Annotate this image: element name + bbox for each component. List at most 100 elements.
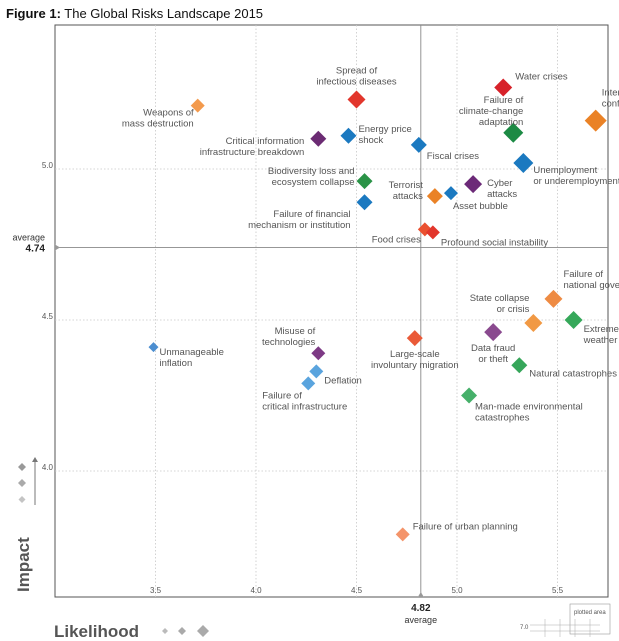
x-tick-label: 4.5: [351, 586, 363, 595]
grid-layer: [54, 24, 609, 598]
risk-point-label-line: Food crises: [372, 234, 421, 245]
risk-point-label: Energy price shock: [358, 124, 411, 146]
x-tick-label: 5.0: [451, 586, 463, 595]
likelihood-average-marker-icon: [417, 592, 424, 597]
risk-point-marker: [524, 314, 543, 333]
risk-point-label: Unmanageable inflation: [159, 347, 223, 369]
likelihood-scale-medium-icon: [178, 627, 186, 635]
y-tick-label: 4.0: [42, 463, 54, 472]
risk-point-label-line: national governance: [563, 280, 619, 291]
risk-point-marker: [406, 330, 423, 347]
impact-average-value: 4.74: [26, 244, 46, 255]
risk-point-label-line: Failure of urban planning: [413, 521, 518, 532]
risk-point-marker: [464, 175, 483, 194]
risk-point-label-line: or crisis: [497, 304, 530, 315]
risk-point-label: Spread of infectious diseases: [316, 66, 397, 88]
risk-point-label-line: inflation: [159, 358, 192, 369]
risk-point-marker: [484, 323, 503, 342]
risk-point-label: Man-made environmental catastrophes: [475, 402, 583, 424]
risk-point-label-line: conflict: [602, 99, 619, 110]
risk-point-label-line: Energy price: [358, 124, 411, 135]
figure-label: Figure 1:: [6, 6, 61, 21]
risk-point-label-line: infectious diseases: [316, 77, 397, 88]
risk-point-label-line: Water crises: [515, 71, 568, 82]
x-tick-label: 4.0: [250, 586, 262, 595]
risk-point-label: Profound social instability: [441, 237, 548, 248]
impact-arrow-head-icon: [32, 457, 38, 462]
risk-point-label-line: Terrorist: [389, 180, 424, 191]
risk-point-label-line: Failure of: [563, 269, 603, 280]
risk-point-label-line: Critical information: [226, 136, 305, 147]
risk-point-label-line: critical infrastructure: [262, 401, 347, 412]
risk-point-marker: [301, 376, 316, 391]
risk-point-marker: [425, 225, 440, 240]
risk-point-label: Cyber attacks: [487, 178, 517, 200]
risk-point-label: Deflation: [324, 375, 362, 386]
y-axis-title: Impact: [14, 537, 33, 592]
risk-point-label-line: Failure of: [484, 95, 524, 106]
x-tick-label: 3.5: [150, 586, 162, 595]
risk-point-label-line: Interstate: [602, 88, 619, 99]
plotted-area-grid: [530, 619, 600, 637]
risk-point-label-line: Data fraud: [471, 343, 515, 354]
risk-point-label-line: Extreme: [584, 324, 619, 335]
risk-point-label-line: climate-change: [459, 106, 523, 117]
risk-point-label-line: involuntary migration: [371, 360, 459, 371]
plotted-area-value: 7.0: [520, 625, 529, 631]
risk-point-marker: [347, 90, 366, 109]
likelihood-average-value: 4.82: [411, 603, 431, 614]
risk-point-label-line: or underemployment: [533, 176, 619, 187]
risk-point-marker: [544, 289, 563, 308]
risk-point-label: Failure of urban planning: [413, 521, 518, 532]
risk-point-label: Terrorist attacks: [389, 180, 424, 202]
risk-point-label: Large-scale involuntary migration: [371, 349, 459, 371]
likelihood-scale-decoration: [162, 625, 209, 637]
risk-point-marker: [494, 78, 513, 97]
risk-point-marker: [513, 152, 534, 173]
risk-point-marker: [310, 130, 327, 147]
impact-average-label: average: [12, 233, 45, 243]
risk-point-label-line: Unmanageable: [159, 347, 223, 358]
x-tick-label: 5.5: [552, 586, 564, 595]
risk-point-label-line: or theft: [478, 354, 508, 365]
risk-point-label-line: mechanism or institution: [248, 220, 350, 231]
risk-point-label-line: shock: [358, 135, 383, 146]
risk-point-label-line: Natural catastrophes: [529, 368, 617, 379]
likelihood-scale-small-icon: [162, 628, 168, 634]
risk-point-label-line: State collapse: [470, 293, 530, 304]
risk-point-marker: [309, 364, 324, 379]
risk-point-label: Natural catastrophes: [529, 368, 617, 379]
risk-point-label-line: weather events: [583, 335, 619, 346]
risk-point-label: Failure of climate-change adaptation: [459, 95, 524, 128]
risk-point-label: Water crises: [515, 71, 568, 82]
risk-point-marker: [190, 98, 205, 113]
risk-point-label-line: attacks: [487, 189, 517, 200]
risk-point-label-line: Deflation: [324, 375, 362, 386]
risk-point-marker: [564, 311, 583, 329]
risk-point-label: State collapse or crisis: [470, 293, 530, 315]
risk-point-label-line: Spread of: [336, 66, 378, 77]
risk-point-label: Failure of critical infrastructure: [262, 390, 347, 412]
risk-point-label-line: mass destruction: [122, 119, 194, 130]
impact-scale-small-icon: [18, 496, 26, 503]
risk-point-marker: [148, 342, 159, 353]
risk-point-label-line: Fiscal crises: [427, 151, 480, 162]
risk-point-label-line: Biodiversity loss and: [268, 166, 355, 177]
y-tick-label: 4.5: [42, 312, 54, 321]
risk-point-label: Food crises: [372, 234, 421, 245]
risk-point-marker: [340, 127, 357, 144]
plotted-area-label: plotted area: [574, 610, 606, 616]
risk-point-label: Interstateconflict: [602, 88, 619, 110]
risk-point-label: Fiscal crises: [427, 151, 480, 162]
point-layer: Weapons of mass destruction Spread of infec…: [122, 66, 619, 542]
risk-point-label: Biodiversity loss and ecosystem collapse: [268, 166, 355, 188]
impact-axis-decoration: [18, 457, 38, 505]
risk-point-marker: [356, 194, 373, 211]
risk-point-label: Misuse of technologies: [262, 326, 316, 348]
x-axis-title: Likelihood: [54, 622, 139, 641]
risk-point-label: Failure of financial mechanism or institu…: [248, 209, 350, 231]
risk-point-marker: [584, 109, 607, 132]
risk-point-marker: [410, 136, 427, 153]
